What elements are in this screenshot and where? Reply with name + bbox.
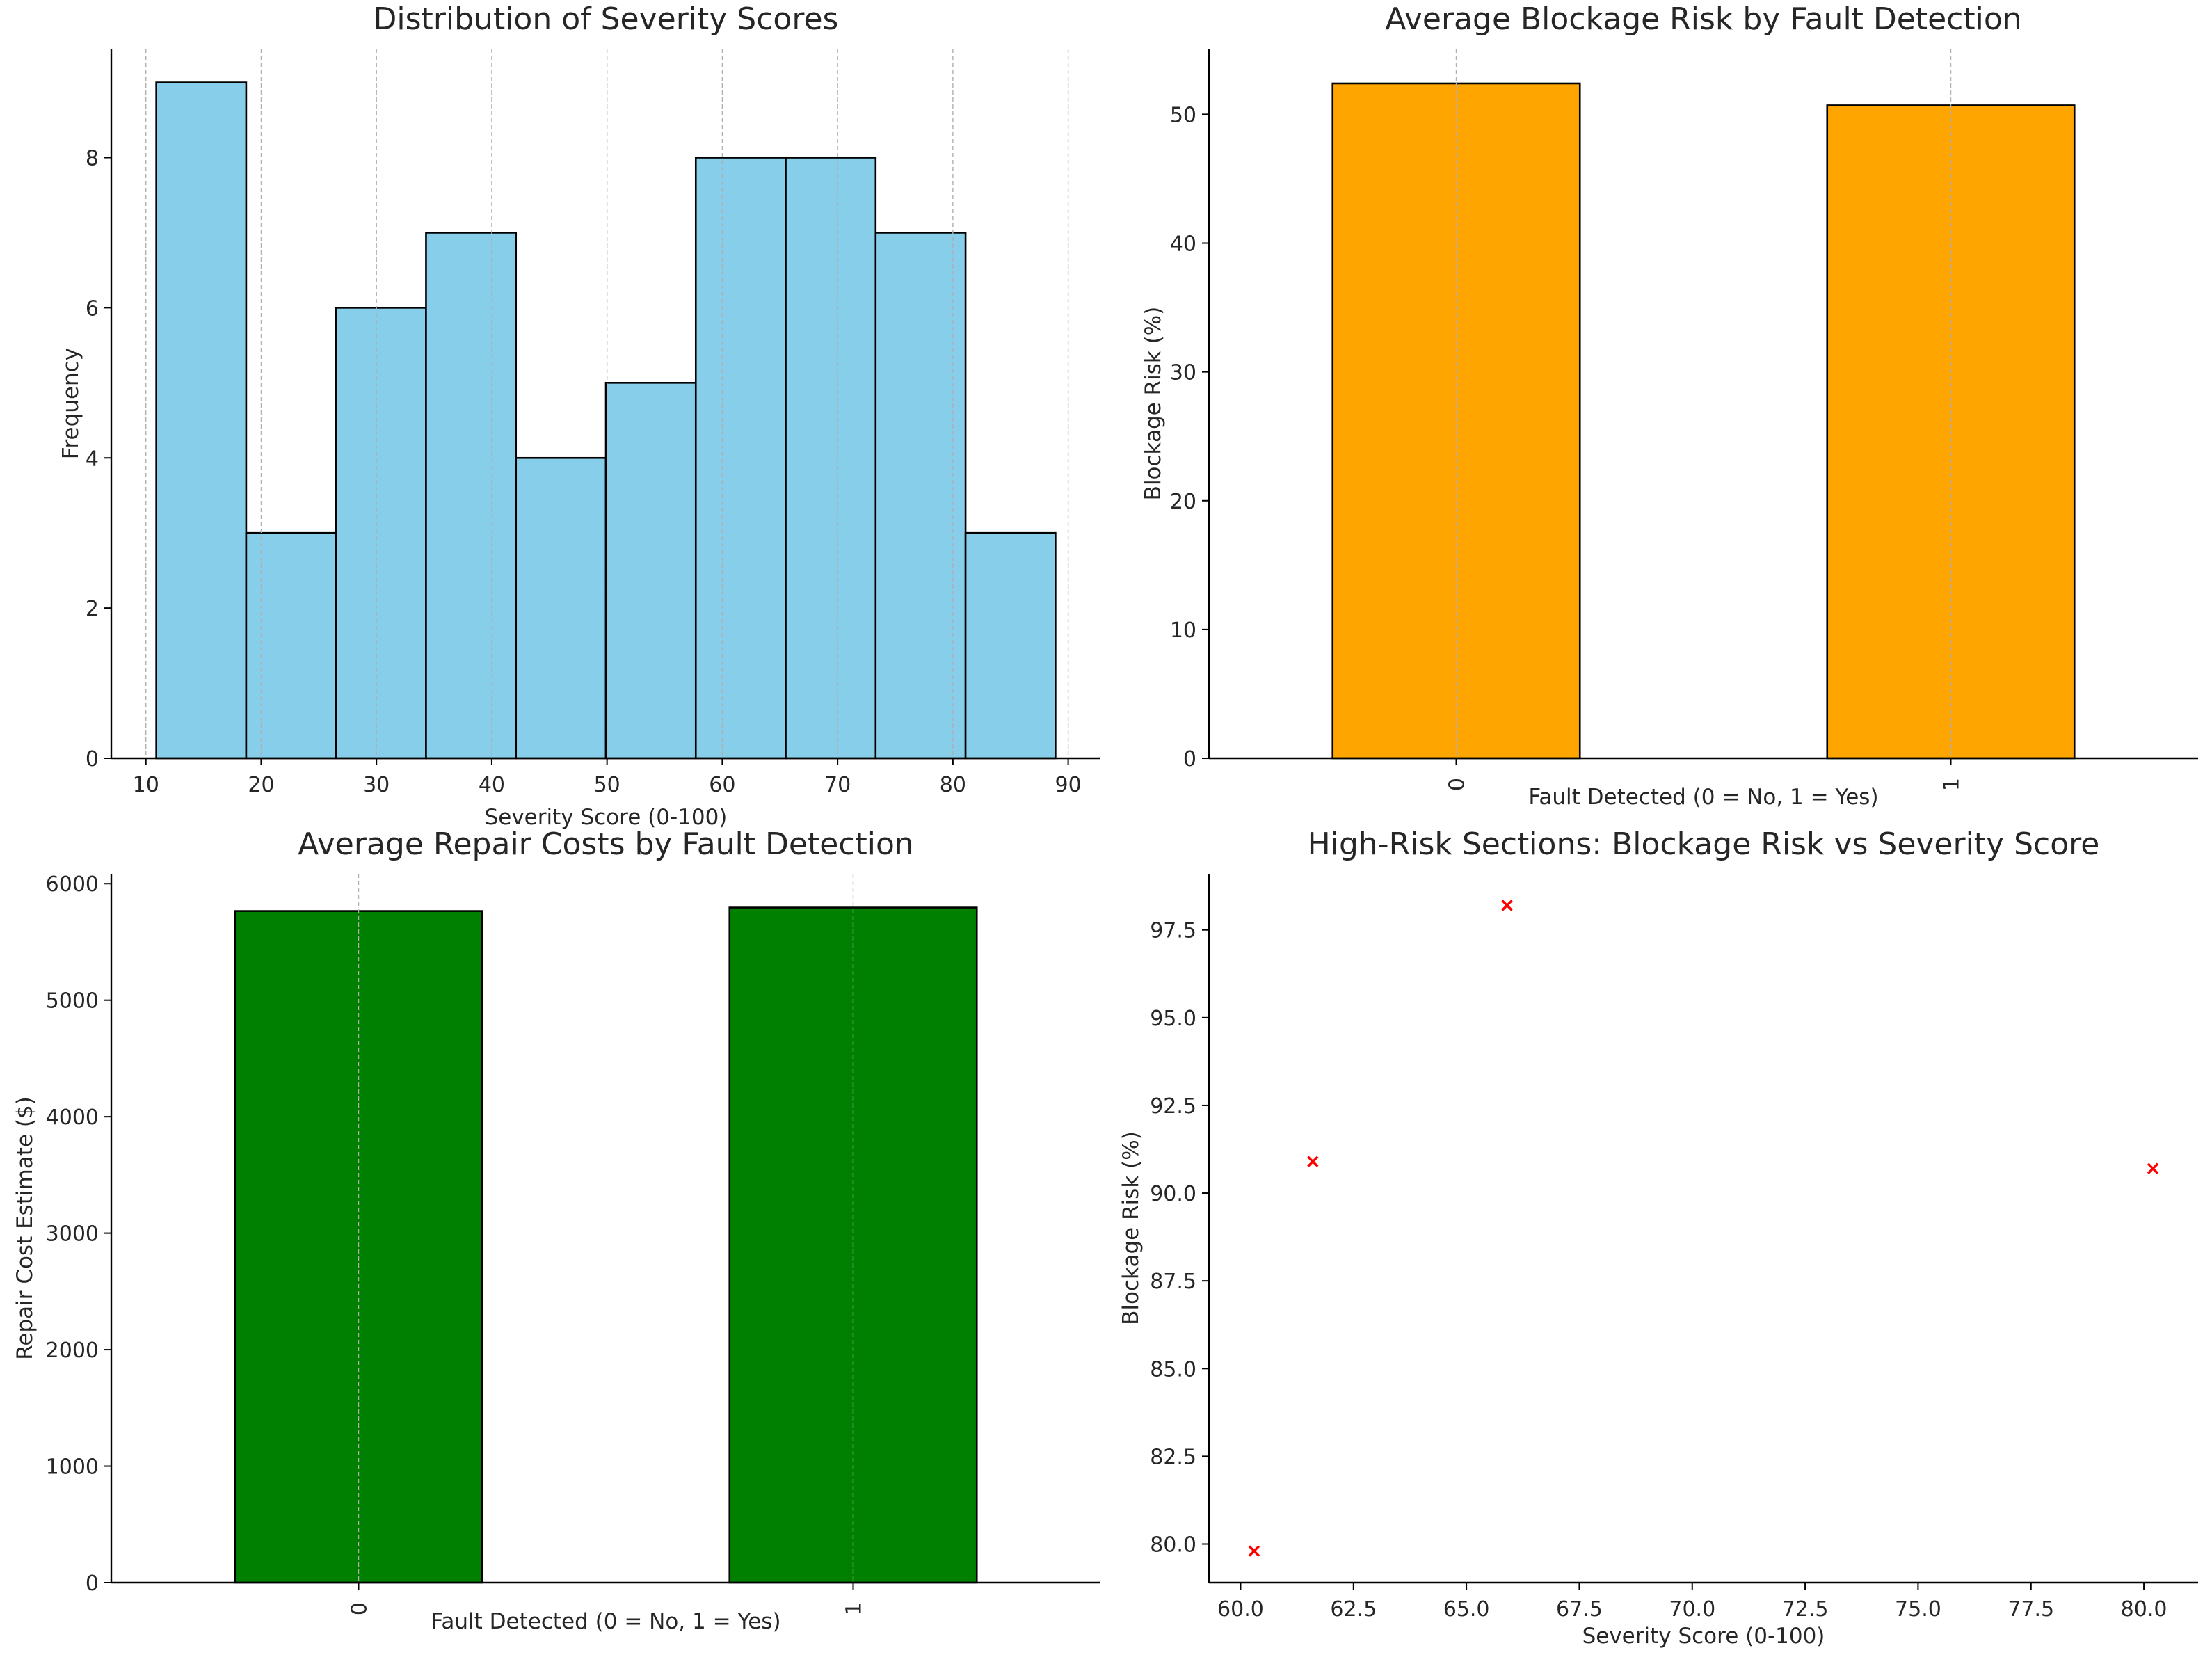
severity-histogram-xtick-label: 10 [133, 773, 159, 797]
high-risk-scatter-point [1501, 900, 1513, 911]
severity-histogram-bar [245, 531, 337, 760]
high-risk-scatter-ytick-label: 95.0 [1150, 1007, 1196, 1031]
high-risk-scatter-point [1307, 1156, 1319, 1167]
repair-cost-ytick-label: 6000 [46, 872, 99, 897]
severity-histogram-xtick-label: 20 [248, 773, 274, 797]
high-risk-scatter-xtick-label: 77.5 [2007, 1597, 2054, 1622]
severity-histogram-bar [425, 232, 518, 760]
severity-histogram-ytick-label: 8 [86, 147, 99, 171]
high-risk-scatter-ytick-label: 90.0 [1150, 1182, 1196, 1206]
severity-histogram-bar [335, 307, 427, 760]
severity-histogram-bar [515, 456, 607, 760]
high-risk-scatter-point [2147, 1162, 2159, 1174]
high-risk-scatter-xtick-label: 60.0 [1217, 1597, 1264, 1622]
high-risk-scatter-xtick-label: 65.0 [1443, 1597, 1490, 1622]
high-risk-scatter-ytick-label: 82.5 [1150, 1445, 1196, 1469]
high-risk-scatter-ytick-label: 92.5 [1150, 1094, 1196, 1119]
high-risk-scatter-xtick-label: 62.5 [1330, 1597, 1377, 1622]
blockage-risk-ylabel: Blockage Risk (%) [1141, 307, 1166, 501]
severity-histogram-bar [785, 157, 877, 760]
severity-histogram-bar [874, 232, 967, 760]
severity-histogram-ylabel: Frequency [58, 348, 83, 459]
severity-histogram-xlabel: Severity Score (0-100) [485, 805, 728, 830]
severity-histogram-bar [604, 382, 697, 760]
severity-histogram-panel: Distribution of Severity Scores Severity… [58, 1, 1100, 830]
repair-cost-ytick-label: 0 [86, 1572, 99, 1596]
high-risk-scatter-panel: High-Risk Sections: Blockage Risk vs Sev… [1119, 826, 2198, 1649]
high-risk-scatter-ytick-label: 87.5 [1150, 1270, 1196, 1294]
high-risk-scatter-ytick-label: 97.5 [1150, 919, 1196, 943]
blockage-risk-ytick-label: 40 [1170, 232, 1196, 257]
severity-histogram-ytick-label: 0 [86, 747, 99, 771]
repair-cost-ytick-label: 1000 [46, 1455, 99, 1480]
blockage-risk-xtick-label: 1 [1940, 778, 1964, 791]
blockage-risk-xlabel: Fault Detected (0 = No, 1 = Yes) [1528, 785, 1878, 810]
repair-cost-ytick-label: 3000 [46, 1222, 99, 1247]
high-risk-scatter-ytick-label: 85.0 [1150, 1357, 1196, 1382]
blockage-risk-ytick-label: 0 [1183, 747, 1196, 771]
severity-histogram-ytick-label: 4 [86, 447, 99, 471]
severity-histogram-bar [694, 157, 787, 760]
high-risk-scatter-xlabel: Severity Score (0-100) [1582, 1624, 1825, 1649]
high-risk-scatter-xtick-label: 72.5 [1782, 1597, 1829, 1622]
repair-cost-xlabel: Fault Detected (0 = No, 1 = Yes) [431, 1609, 780, 1634]
blockage-risk-title: Average Blockage Risk by Fault Detection [1385, 1, 2021, 37]
severity-histogram-bar [155, 81, 248, 760]
severity-histogram-bar [964, 531, 1057, 760]
repair-cost-title: Average Repair Costs by Fault Detection [298, 826, 914, 862]
repair-cost-ylabel: Repair Cost Estimate ($) [13, 1096, 38, 1360]
blockage-risk-ytick-label: 30 [1170, 361, 1196, 385]
repair-cost-xtick-label: 0 [348, 1602, 372, 1615]
blockage-risk-ytick-label: 10 [1170, 618, 1196, 643]
severity-histogram-title: Distribution of Severity Scores [374, 1, 839, 37]
blockage-risk-panel: Average Blockage Risk by Fault Detection… [1141, 1, 2198, 810]
severity-histogram-xtick-label: 30 [363, 773, 390, 797]
repair-cost-xtick-label: 1 [842, 1602, 867, 1615]
high-risk-scatter-title: High-Risk Sections: Blockage Risk vs Sev… [1308, 826, 2100, 862]
repair-cost-panel: Average Repair Costs by Fault Detection … [13, 826, 1100, 1634]
severity-histogram-xtick-label: 70 [824, 773, 851, 797]
severity-histogram-xtick-label: 90 [1055, 773, 1082, 797]
blockage-risk-ytick-label: 20 [1170, 490, 1196, 514]
high-risk-scatter-xtick-label: 70.0 [1669, 1597, 1715, 1622]
severity-histogram-xtick-label: 40 [479, 773, 505, 797]
high-risk-scatter-ytick-label: 80.0 [1150, 1533, 1196, 1558]
severity-histogram-xtick-label: 60 [709, 773, 735, 797]
severity-histogram-xtick-label: 80 [940, 773, 966, 797]
severity-histogram-xtick-label: 50 [594, 773, 620, 797]
high-risk-scatter-xtick-label: 67.5 [1556, 1597, 1603, 1622]
repair-cost-ytick-label: 5000 [46, 989, 99, 1014]
high-risk-scatter-point [1248, 1545, 1260, 1557]
severity-histogram-ytick-label: 6 [86, 296, 99, 321]
repair-cost-ytick-label: 4000 [46, 1105, 99, 1130]
blockage-risk-ytick-label: 50 [1170, 103, 1196, 127]
severity-histogram-ytick-label: 2 [86, 597, 99, 621]
high-risk-scatter-xtick-label: 75.0 [1895, 1597, 1941, 1622]
high-risk-scatter-ylabel: Blockage Risk (%) [1119, 1131, 1144, 1325]
blockage-risk-xtick-label: 0 [1445, 778, 1470, 791]
repair-cost-ytick-label: 2000 [46, 1338, 99, 1363]
high-risk-scatter-xtick-label: 80.0 [2121, 1597, 2167, 1622]
